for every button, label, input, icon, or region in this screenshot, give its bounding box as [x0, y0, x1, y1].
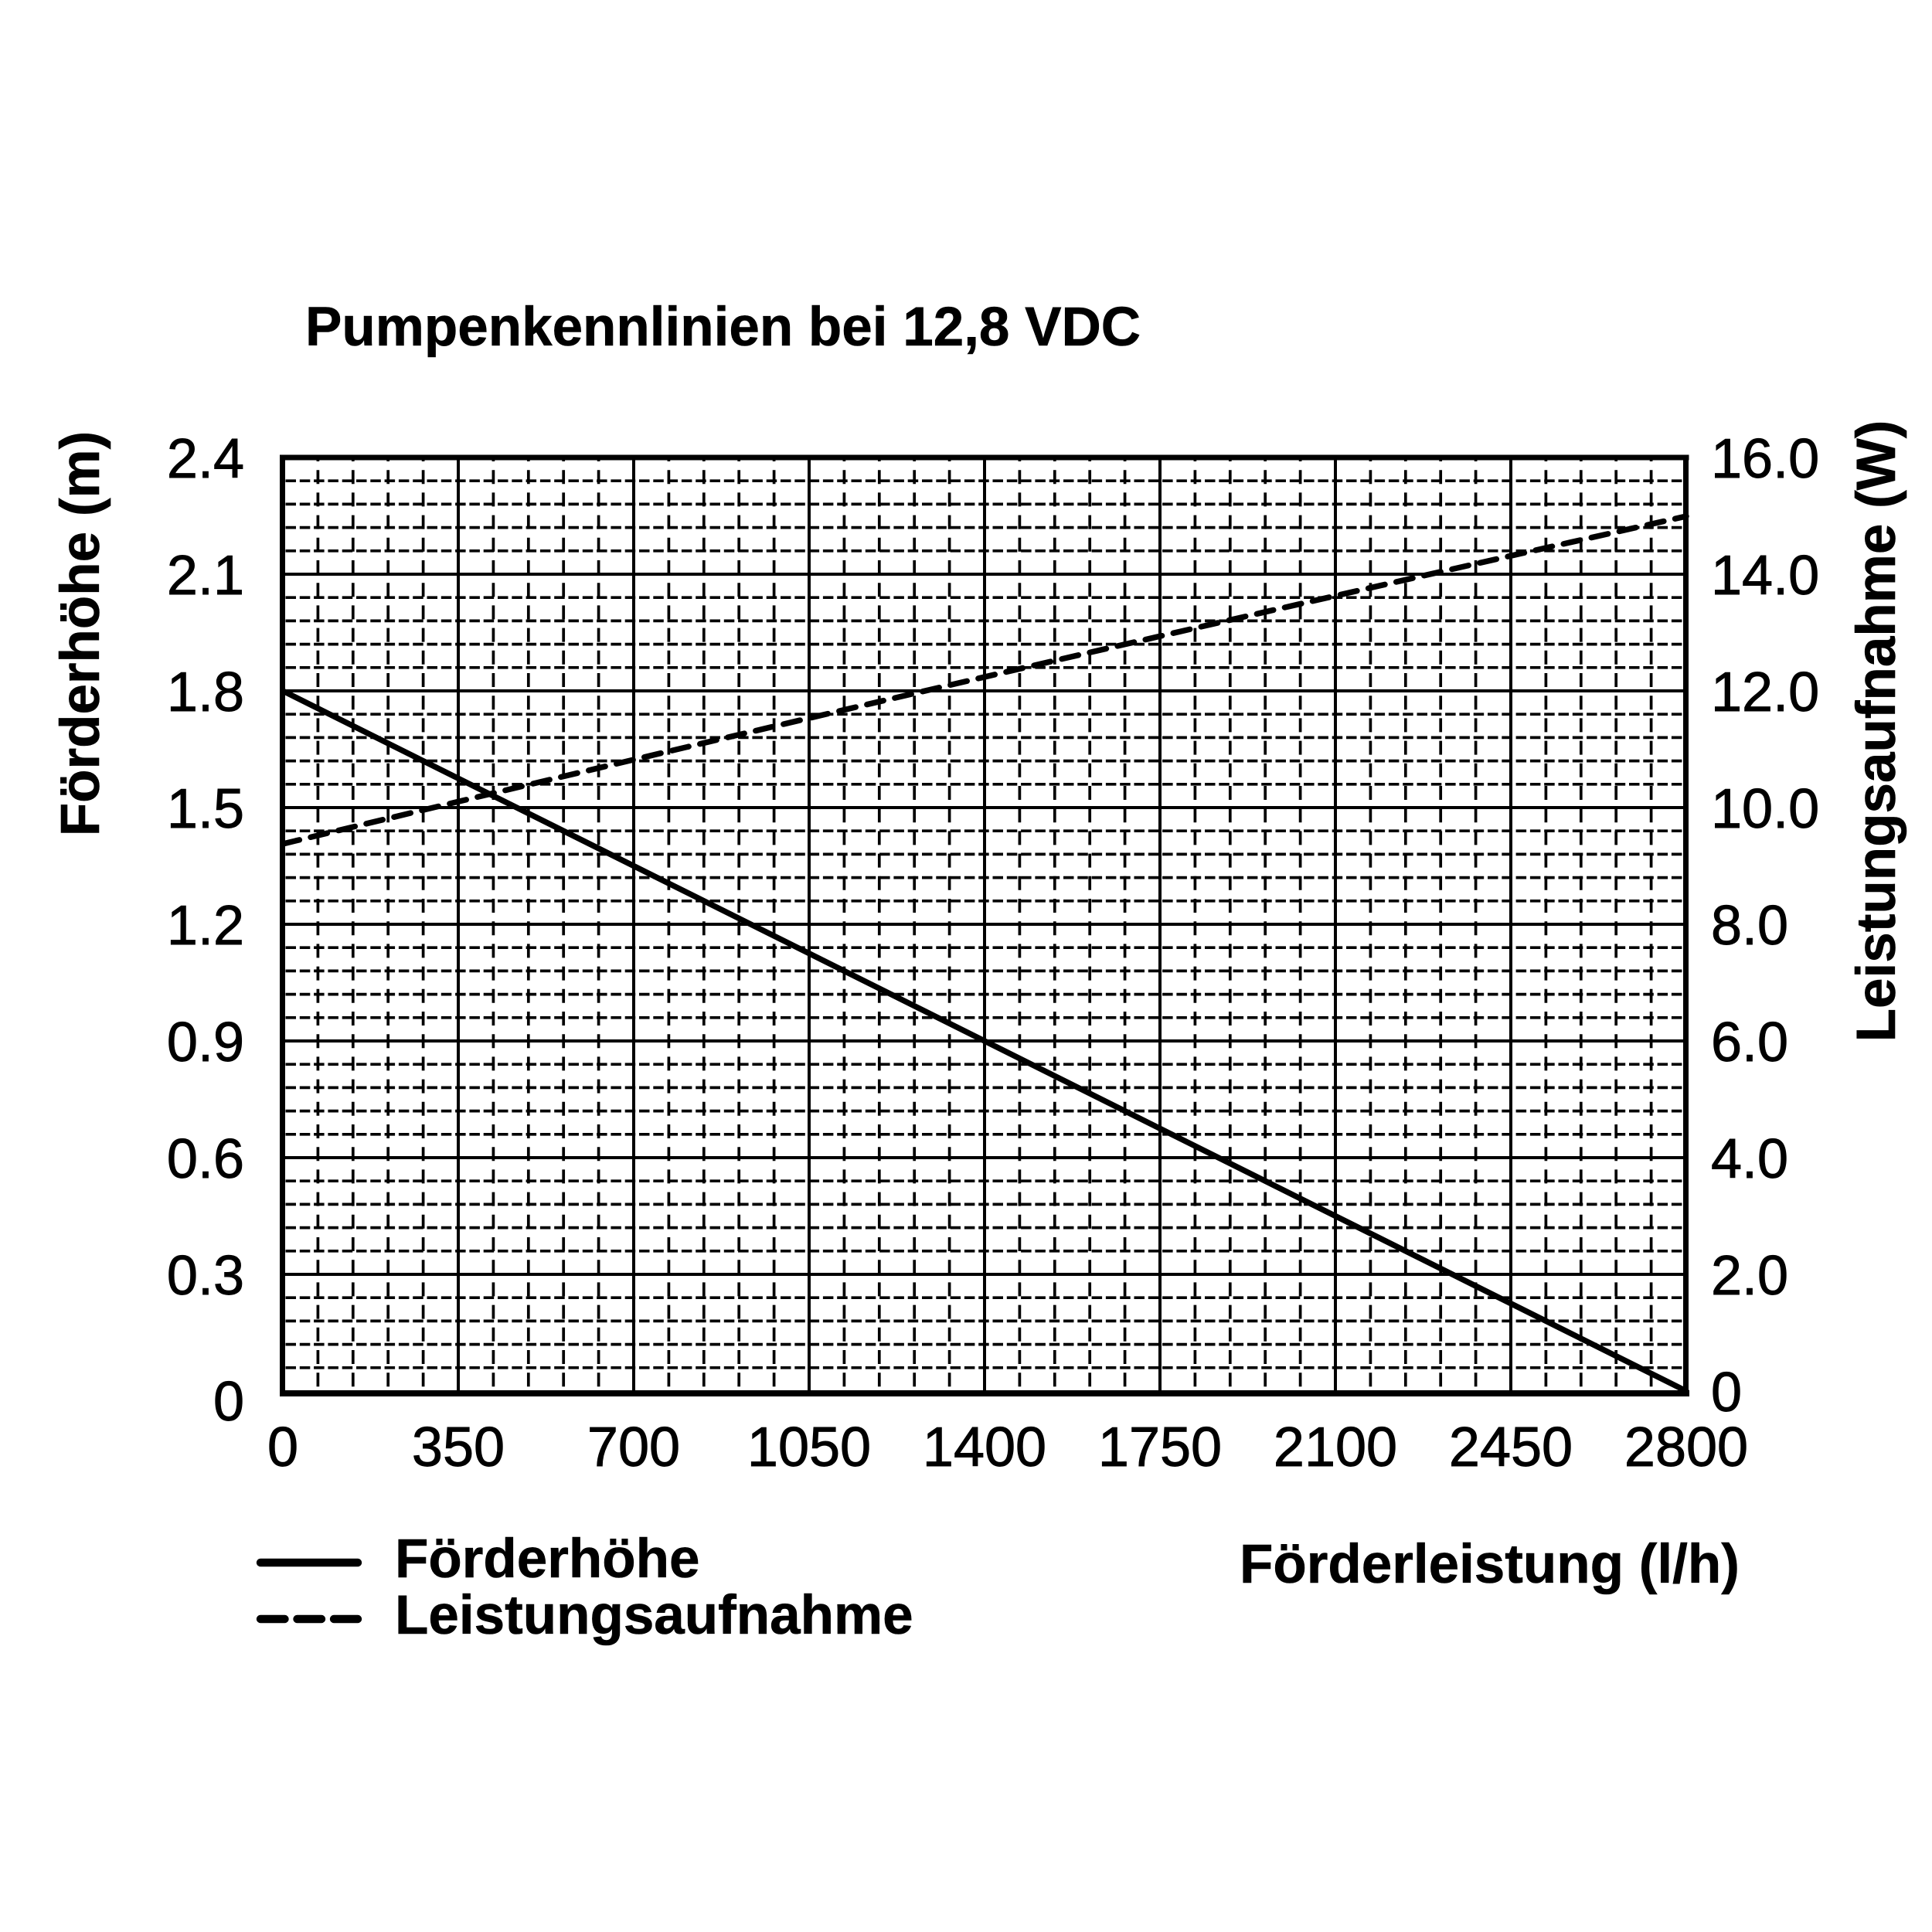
- svg-text:8.0: 8.0: [1711, 895, 1788, 957]
- svg-text:6.0: 6.0: [1711, 1012, 1788, 1073]
- svg-text:1050: 1050: [747, 1417, 871, 1478]
- svg-text:2.4: 2.4: [167, 428, 244, 490]
- svg-text:1.5: 1.5: [167, 778, 244, 840]
- svg-text:0.9: 0.9: [167, 1012, 244, 1073]
- svg-text:0.6: 0.6: [167, 1128, 244, 1190]
- svg-text:Leistungsaufnahme (W): Leistungsaufnahme (W): [1846, 420, 1907, 1043]
- svg-text:4.0: 4.0: [1711, 1128, 1788, 1190]
- svg-text:2.1: 2.1: [167, 545, 244, 607]
- svg-text:14.0: 14.0: [1711, 545, 1819, 607]
- svg-text:Förderhöhe: Förderhöhe: [395, 1529, 699, 1590]
- svg-text:0.3: 0.3: [167, 1245, 244, 1307]
- svg-text:0: 0: [267, 1417, 298, 1478]
- svg-text:350: 350: [412, 1417, 505, 1478]
- svg-text:Förderhöhe (m): Förderhöhe (m): [50, 431, 111, 837]
- svg-text:2.0: 2.0: [1711, 1245, 1788, 1307]
- svg-text:0: 0: [213, 1371, 244, 1433]
- svg-text:1.8: 1.8: [167, 662, 244, 723]
- svg-text:2100: 2100: [1274, 1417, 1397, 1478]
- svg-text:12.0: 12.0: [1711, 662, 1819, 723]
- svg-text:1400: 1400: [923, 1417, 1046, 1478]
- svg-text:2800: 2800: [1624, 1417, 1748, 1478]
- svg-text:2450: 2450: [1449, 1417, 1573, 1478]
- svg-text:10.0: 10.0: [1711, 778, 1819, 840]
- svg-text:Förderleistung (l/h): Förderleistung (l/h): [1240, 1534, 1740, 1595]
- svg-text:Leistungsaufnahme: Leistungsaufnahme: [395, 1585, 913, 1646]
- svg-text:700: 700: [587, 1417, 680, 1478]
- svg-text:0: 0: [1711, 1362, 1742, 1423]
- svg-text:1.2: 1.2: [167, 895, 244, 957]
- svg-text:Pumpenkennlinien bei 12,8 VDC: Pumpenkennlinien bei 12,8 VDC: [305, 297, 1141, 358]
- svg-text:1750: 1750: [1098, 1417, 1222, 1478]
- svg-text:16.0: 16.0: [1711, 428, 1819, 490]
